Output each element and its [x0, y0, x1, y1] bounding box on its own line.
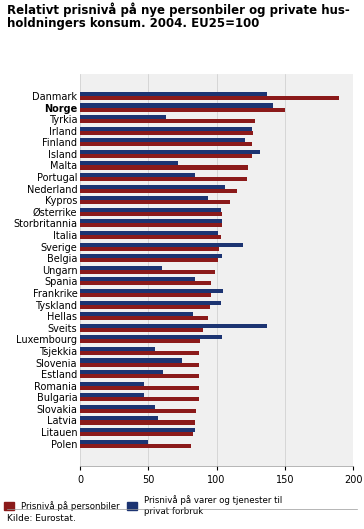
Bar [80, 235, 221, 239]
Bar [80, 362, 199, 367]
Bar [80, 166, 248, 169]
Bar [80, 177, 247, 181]
Bar [80, 351, 199, 355]
Bar [80, 421, 195, 425]
Bar [80, 393, 144, 397]
Bar [80, 138, 245, 142]
Bar [80, 270, 215, 274]
Bar [80, 428, 195, 432]
Bar [80, 266, 162, 270]
Bar [80, 185, 225, 189]
Bar [80, 208, 221, 212]
Bar [80, 161, 178, 166]
Bar [80, 281, 211, 286]
Bar [80, 335, 222, 339]
Bar [80, 126, 252, 131]
Bar [80, 305, 210, 308]
Bar [80, 405, 155, 409]
Bar [80, 289, 223, 293]
Bar [80, 397, 199, 402]
Bar [80, 247, 219, 251]
Bar [80, 347, 155, 351]
Bar [80, 374, 199, 378]
Bar [80, 104, 273, 107]
Bar [80, 381, 144, 386]
Bar [80, 293, 211, 297]
Bar [80, 119, 255, 123]
Bar [80, 444, 191, 448]
Bar [80, 115, 166, 119]
Bar [80, 386, 199, 390]
Bar [80, 328, 203, 332]
Text: Relativt prisnivå på nye personbiler og private hus-: Relativt prisnivå på nye personbiler og … [7, 3, 350, 17]
Bar [80, 196, 208, 200]
Bar [80, 212, 222, 216]
Bar [80, 316, 208, 320]
Bar [80, 154, 252, 158]
Bar [80, 96, 340, 100]
Bar [80, 324, 267, 328]
Bar [80, 142, 252, 147]
Bar [80, 189, 237, 193]
Bar [80, 200, 230, 204]
Bar [80, 131, 253, 135]
Bar [80, 220, 222, 223]
Bar [80, 440, 149, 444]
Bar [80, 223, 222, 227]
Bar [80, 339, 200, 343]
Bar [80, 277, 195, 281]
Bar [80, 409, 196, 413]
Bar [80, 370, 163, 374]
Bar [80, 416, 158, 421]
Bar [80, 359, 182, 362]
Bar [80, 107, 285, 112]
Text: Kilde: Eurostat.: Kilde: Eurostat. [7, 514, 76, 523]
Bar [80, 258, 218, 262]
Bar [80, 300, 221, 305]
Bar [80, 231, 218, 235]
Legend: Prisnivå på personbiler, Prisnivå på varer og tjenester til
privat forbruk: Prisnivå på personbiler, Prisnivå på var… [4, 495, 282, 516]
Bar [80, 312, 193, 316]
Bar [80, 173, 195, 177]
Bar [80, 432, 193, 436]
Bar [80, 150, 260, 154]
Text: holdningers konsum. 2004. EU25=100: holdningers konsum. 2004. EU25=100 [7, 17, 260, 30]
Bar [80, 254, 222, 258]
Bar [80, 92, 267, 96]
Bar [80, 243, 242, 247]
